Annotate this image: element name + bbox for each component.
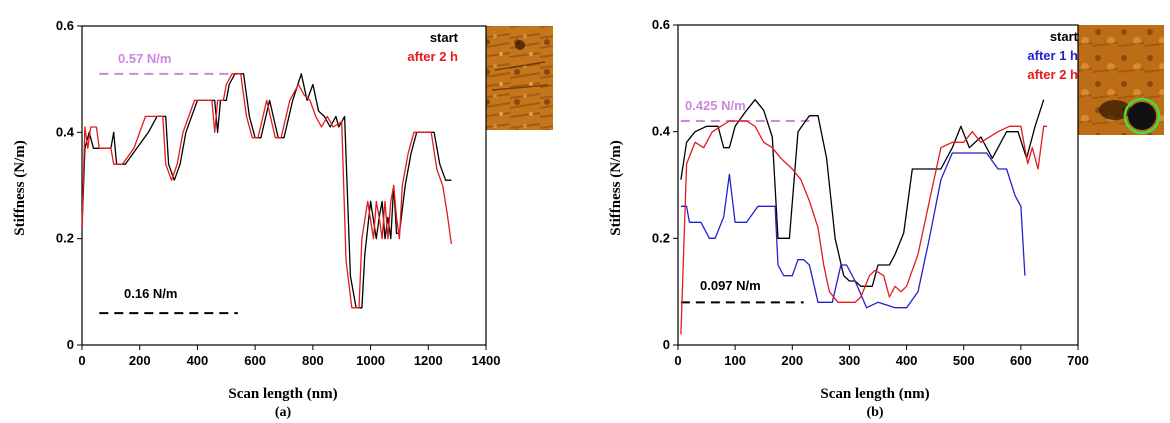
highlight-circle-marker — [1123, 97, 1161, 135]
legend-entry: start — [1050, 29, 1079, 44]
y-tick-label: 0.4 — [652, 124, 671, 139]
x-tick-label: 0 — [674, 353, 681, 368]
panel-label: (b) — [866, 405, 883, 420]
x-tick-label: 800 — [302, 353, 324, 368]
series-line — [680, 152, 1026, 309]
inset-image — [486, 26, 553, 130]
series-line — [680, 120, 1048, 335]
x-tick-label: 0 — [78, 353, 85, 368]
x-tick-label: 200 — [781, 353, 803, 368]
y-tick-label: 0.6 — [56, 18, 74, 33]
x-tick-label: 300 — [839, 353, 861, 368]
x-tick-label: 1400 — [472, 353, 501, 368]
x-tick-label: 500 — [953, 353, 975, 368]
x-tick-label: 600 — [1010, 353, 1032, 368]
reference-line-label: 0.425 N/m — [685, 98, 746, 113]
plot-frame — [81, 25, 487, 346]
y-tick-label: 0.4 — [56, 124, 75, 139]
chart-panel-b: Stiffness (N/m) Scan length (nm) (b) 0 10… — [608, 17, 1164, 420]
x-tick-label: 400 — [896, 353, 918, 368]
reference-line-label: 0.16 N/m — [124, 286, 177, 301]
x-tick-label: 400 — [187, 353, 209, 368]
reference-line-label: 0.097 N/m — [700, 278, 761, 293]
series-line — [680, 99, 1045, 287]
x-tick-label: 100 — [724, 353, 746, 368]
x-tick-label: 600 — [244, 353, 266, 368]
x-tick-label: 1200 — [414, 353, 443, 368]
legend-entry: after 2 h — [1027, 67, 1078, 82]
x-tick-label: 1000 — [356, 353, 385, 368]
y-tick-label: 0 — [67, 337, 74, 352]
legend-entry: start — [430, 30, 459, 45]
y-axis-title: Stiffness (N/m) — [12, 140, 28, 235]
series-line — [81, 73, 453, 309]
series-line — [81, 73, 452, 309]
x-axis-title: Scan length (nm) — [228, 386, 337, 402]
inset-image — [1078, 25, 1164, 135]
x-tick-label: 200 — [129, 353, 151, 368]
y-tick-label: 0.2 — [652, 230, 670, 245]
x-tick-label: 700 — [1067, 353, 1089, 368]
legend-entry: after 1 h — [1027, 48, 1078, 63]
y-tick-label: 0.6 — [652, 17, 670, 32]
panel-label: (a) — [275, 405, 292, 420]
x-axis-title: Scan length (nm) — [820, 386, 929, 402]
reference-line-label: 0.57 N/m — [118, 51, 171, 66]
chart-panel-a: Stiffness (N/m) Scan length (nm) (a) 0 20… — [12, 18, 553, 420]
plot-frame — [677, 24, 1079, 346]
y-tick-label: 0 — [663, 337, 670, 352]
y-axis-title: Stiffness (N/m) — [608, 140, 624, 235]
legend-entry: after 2 h — [407, 49, 458, 64]
y-tick-label: 0.2 — [56, 231, 74, 246]
